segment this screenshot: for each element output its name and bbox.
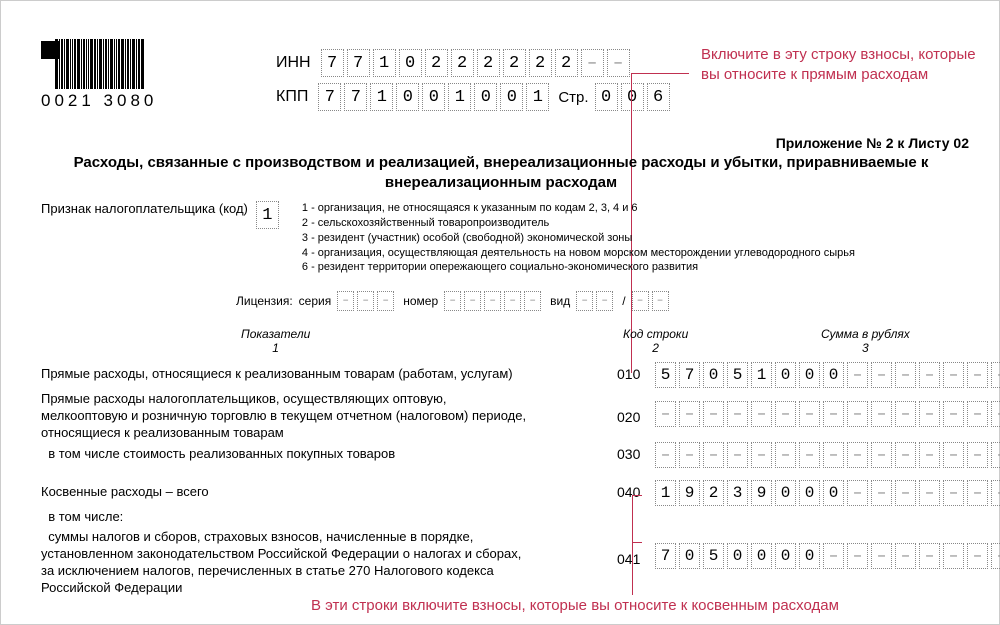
row-sum: –––––––––––––––: [655, 401, 1000, 427]
row-description: Прямые расходы налогоплательщиков, осуще…: [41, 391, 531, 442]
row-description: суммы налогов и сборов, страховых взносо…: [41, 529, 531, 597]
license-type-label: вид: [550, 294, 570, 308]
colhdr-indicators: Показатели1: [241, 327, 310, 355]
taxpayer-block: Признак налогоплательщика (код) 1 1 - ор…: [41, 201, 855, 275]
taxpayer-code: 1: [256, 201, 279, 229]
callout-line-2c: [632, 495, 642, 496]
expense-row: суммы налогов и сборов, страховых взносо…: [41, 529, 531, 597]
row-description: Косвенные расходы – всего: [41, 484, 601, 501]
expense-row: в том числе стоимость реализованных поку…: [41, 446, 601, 463]
expense-row: в том числе:: [41, 509, 601, 526]
inn-label: ИНН: [276, 54, 311, 72]
row-code: 041: [617, 551, 640, 567]
row-code: 040: [617, 484, 640, 500]
callout-line-1b: [631, 73, 689, 74]
row-code: 030: [617, 446, 640, 462]
license-number-label: номер: [403, 294, 438, 308]
callout-line-2: [632, 495, 633, 595]
expense-row: Косвенные расходы – всего: [41, 484, 601, 501]
form-title: Расходы, связанные с производством и реа…: [1, 153, 1000, 192]
colhdr-sum: Сумма в рублях3: [821, 327, 910, 355]
expense-row: Прямые расходы, относящиеся к реализован…: [41, 366, 601, 383]
row-sum: 7050000––––––––: [655, 543, 1000, 569]
row-sum: 19239000–––––––: [655, 480, 1000, 506]
colhdr-code: Код строки2: [623, 327, 688, 355]
row-description: в том числе:: [41, 509, 601, 526]
kpp-label: КПП: [276, 88, 308, 106]
inn-row: ИНН 7710222222––: [276, 49, 633, 77]
license-series-label: серия: [299, 294, 332, 308]
callout-line-2b: [632, 542, 642, 543]
row-sum: –––––––––––––––: [655, 442, 1000, 468]
barcode: 0021 3080: [41, 39, 157, 111]
kpp-row: КПП 771001001 Стр. 006: [276, 83, 673, 111]
barcode-text: 0021 3080: [41, 91, 157, 111]
row-sum: 57051000–––––––: [655, 362, 1000, 388]
taxpayer-notes: 1 - организация, не относящаяся к указан…: [302, 201, 855, 275]
callout-direct-expenses: Включите в эту строку взносы, которые вы…: [701, 45, 981, 84]
row-description: Прямые расходы, относящиеся к реализован…: [41, 366, 601, 383]
annex-label: Приложение № 2 к Листу 02: [776, 135, 969, 151]
license-label: Лицензия:: [236, 294, 293, 308]
callout-indirect-expenses: В эти строки включите взносы, которые вы…: [311, 597, 839, 614]
row-code: 010: [617, 366, 640, 382]
page-label: Стр.: [558, 89, 588, 106]
row-code: 020: [617, 409, 640, 425]
taxpayer-label: Признак налогоплательщика (код): [41, 201, 248, 216]
expense-row: Прямые расходы налогоплательщиков, осуще…: [41, 391, 531, 442]
license-row: Лицензия: серия ––– номер ––––– вид –– /…: [236, 291, 672, 311]
row-description: в том числе стоимость реализованных поку…: [41, 446, 601, 463]
